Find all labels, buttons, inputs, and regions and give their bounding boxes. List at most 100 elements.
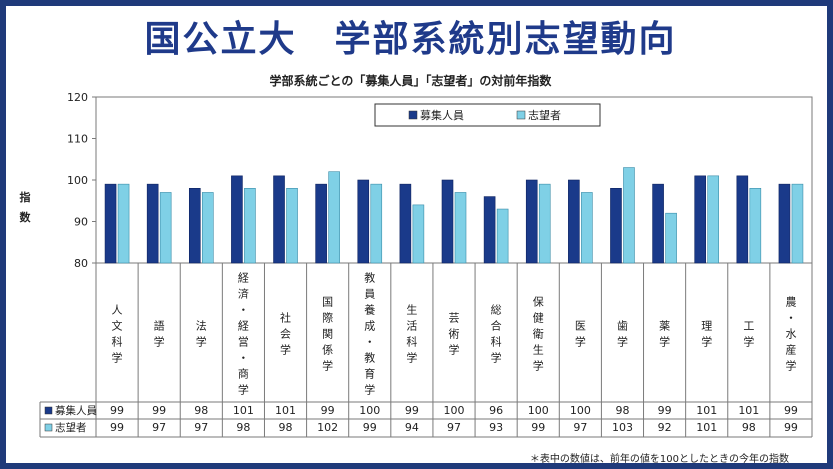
legend-swatch [516,110,526,120]
bar-series-1 [778,183,791,264]
bar-series-2 [454,192,467,264]
table-cell-value: 97 [573,421,587,434]
bar-series-2 [201,192,214,264]
bar-series-1 [399,183,412,264]
category-label: 理学 [701,320,712,349]
table-row-header: 募集人員 [55,404,97,417]
table-cell-value: 101 [233,404,254,417]
page-title: 国公立大 学部系統別志望動向 [144,19,677,60]
table-cell-value: 99 [658,404,672,417]
category-label: 医学 [575,320,586,349]
footnote: ＊表中の数値は、前年の値を100としたときの今年の指数 [529,454,789,465]
bar-series-2 [665,212,677,264]
category-label: 社会学 [280,311,291,357]
category-label: 生活科学 [406,303,417,365]
table-cell-value: 96 [489,404,503,417]
table-row-header: 志望者 [55,421,87,434]
y-axis-label-char: 指 [19,191,31,204]
table-cell-value: 100 [359,404,380,417]
category-label: 経済・経営・商学 [238,272,249,397]
y-tick-label: 80 [74,257,88,270]
table-cell-value: 98 [615,404,629,417]
table-cell-value: 101 [275,404,296,417]
category-label: 国際関係学 [322,296,333,373]
y-tick-label: 100 [67,174,88,187]
bar-series-1 [315,183,327,264]
table-cell-value: 97 [194,421,208,434]
bar-series-2 [412,204,425,264]
bar-series-1 [652,183,664,264]
table-cell-value: 99 [321,404,335,417]
table-cell-value: 99 [784,421,798,434]
category-label: 法学 [196,319,207,349]
y-axis-label-char: 数 [19,211,31,224]
table-cell-value: 100 [528,404,549,417]
table-cell-value: 99 [363,421,377,434]
category-label: 総合科学 [491,303,502,365]
table-cell-value: 98 [194,404,208,417]
table-cell-value: 99 [152,404,166,417]
bar-series-1 [231,175,243,264]
bar-series-1 [273,175,285,264]
bar-series-2 [496,208,509,264]
bar-series-1 [104,183,117,264]
table-cell-value: 103 [612,421,633,434]
bar-series-1 [694,175,707,264]
table-cell-value: 99 [784,404,798,417]
legend-label: 募集人員 [420,108,464,122]
table-cell-value: 94 [405,421,419,434]
legend-label: 志望者 [528,109,561,122]
bar-series-2 [159,192,172,264]
category-label: 人文科学 [112,304,123,365]
bar-series-1 [146,183,159,264]
table-cell-value: 99 [110,421,124,434]
category-label: 教員養成・教育学 [364,272,375,397]
legend-box [374,103,601,127]
bar-series-2 [370,183,383,264]
table-cell-value: 99 [110,404,124,417]
bar-series-2 [707,175,720,264]
chart-subtitle: 学部系統ごとの「募集人員」「志望者」の対前年指数 [269,74,552,88]
bar-series-2 [117,183,130,264]
legend-swatch [408,110,418,120]
category-label: 保健衛生学 [533,295,544,373]
table-cell-value: 99 [531,421,545,434]
y-tick-label: 120 [67,91,88,104]
table-cell-value: 101 [696,404,717,417]
table-cell-value: 97 [447,421,461,434]
bar-series-2 [623,167,635,264]
table-cell-value: 92 [658,421,672,434]
table-cell-value: 102 [317,421,338,434]
y-tick-label: 110 [67,133,88,146]
table-cell-value: 100 [444,404,465,417]
bar-series-2 [328,171,340,264]
table-cell-value: 101 [738,404,759,417]
bar-series-1 [525,179,538,264]
bar-series-1 [568,179,580,264]
bar-series-2 [749,188,762,264]
table-cell-value: 97 [152,421,166,434]
category-label: 薬学 [659,320,670,349]
table-cell-value: 99 [405,404,419,417]
bar-series-1 [483,196,496,264]
bar-series-1 [357,179,370,264]
bar-series-2 [791,183,804,264]
bar-series-1 [736,175,749,264]
bar-series-1 [188,188,201,264]
y-axis-label: 指数 [18,188,32,228]
category-label: 語学 [154,319,165,349]
table-cell-value: 98 [279,421,293,434]
bar-series-2 [244,188,256,264]
category-label: 工学 [743,320,754,349]
y-tick-label: 90 [74,216,88,229]
table-cell-value: 98 [236,421,250,434]
table-cell-value: 93 [489,421,503,434]
bar-series-1 [441,179,454,264]
bar-series-2 [538,183,551,264]
bar-series-1 [610,188,622,264]
table-cell-value: 101 [696,421,717,434]
table-row-swatch [44,406,53,415]
category-label: 芸術学 [449,312,460,357]
table-cell-value: 100 [570,404,591,417]
